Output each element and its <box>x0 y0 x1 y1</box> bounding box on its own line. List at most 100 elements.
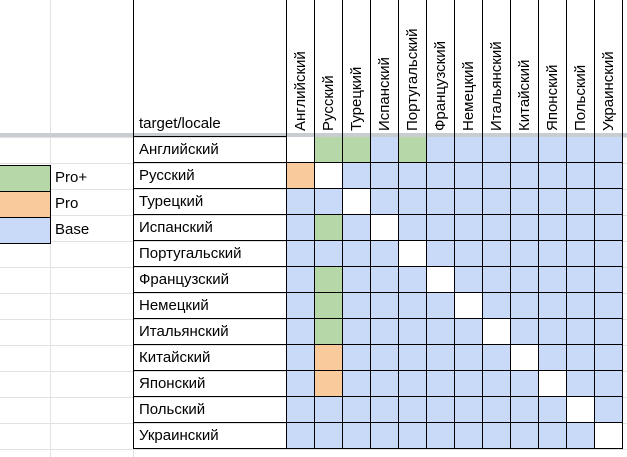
matrix-cell-base[interactable] <box>399 293 427 319</box>
matrix-cell-base[interactable] <box>287 319 315 345</box>
matrix-cell-pro-plus[interactable] <box>315 137 343 163</box>
matrix-cell-base[interactable] <box>287 371 315 397</box>
matrix-cell-base[interactable] <box>455 241 483 267</box>
matrix-cell-base[interactable] <box>539 241 567 267</box>
matrix-cell-base[interactable] <box>539 215 567 241</box>
matrix-cell-base[interactable] <box>287 267 315 293</box>
matrix-cell-base[interactable] <box>455 267 483 293</box>
row-label[interactable]: Украинский <box>133 423 287 449</box>
matrix-cell-base[interactable] <box>427 371 455 397</box>
matrix-cell-base[interactable] <box>511 423 539 449</box>
matrix-cell-base[interactable] <box>399 215 427 241</box>
matrix-cell-base[interactable] <box>287 423 315 449</box>
legend-label[interactable]: Base <box>55 221 90 238</box>
matrix-cell-base[interactable] <box>371 345 399 371</box>
column-header[interactable]: Немецкий <box>455 0 483 137</box>
matrix-cell-base[interactable] <box>511 293 539 319</box>
row-label[interactable]: Японский <box>133 371 287 397</box>
matrix-cell-base[interactable] <box>399 423 427 449</box>
matrix-cell-base[interactable] <box>539 293 567 319</box>
matrix-cell-base[interactable] <box>455 423 483 449</box>
matrix-cell-base[interactable] <box>483 371 511 397</box>
matrix-cell-base[interactable] <box>371 293 399 319</box>
matrix-cell-base[interactable] <box>343 215 371 241</box>
matrix-cell-base[interactable] <box>595 189 623 215</box>
matrix-cell-base[interactable] <box>595 215 623 241</box>
matrix-cell-none[interactable] <box>511 345 539 371</box>
matrix-cell-base[interactable] <box>511 215 539 241</box>
matrix-cell-base[interactable] <box>287 397 315 423</box>
matrix-cell-pro[interactable] <box>315 345 343 371</box>
matrix-cell-base[interactable] <box>595 293 623 319</box>
matrix-cell-base[interactable] <box>427 215 455 241</box>
matrix-cell-base[interactable] <box>427 345 455 371</box>
matrix-cell-base[interactable] <box>567 215 595 241</box>
matrix-cell-base[interactable] <box>315 241 343 267</box>
matrix-cell-base[interactable] <box>539 423 567 449</box>
row-label[interactable]: Французский <box>133 267 287 293</box>
matrix-cell-base[interactable] <box>595 319 623 345</box>
matrix-cell-base[interactable] <box>483 241 511 267</box>
row-label[interactable]: Английский <box>133 137 287 163</box>
legend-swatch-pro[interactable] <box>0 191 51 218</box>
column-header[interactable]: Японский <box>539 0 567 137</box>
matrix-cell-base[interactable] <box>483 397 511 423</box>
matrix-cell-base[interactable] <box>511 163 539 189</box>
matrix-cell-base[interactable] <box>567 241 595 267</box>
matrix-cell-base[interactable] <box>427 241 455 267</box>
row-label[interactable]: Турецкий <box>133 189 287 215</box>
matrix-cell-none[interactable] <box>427 267 455 293</box>
matrix-cell-base[interactable] <box>455 397 483 423</box>
matrix-cell-base[interactable] <box>315 189 343 215</box>
matrix-cell-base[interactable] <box>287 345 315 371</box>
matrix-cell-pro[interactable] <box>287 163 315 189</box>
matrix-cell-base[interactable] <box>567 371 595 397</box>
column-header[interactable]: Украинский <box>595 0 623 137</box>
matrix-cell-base[interactable] <box>483 189 511 215</box>
row-label[interactable]: Итальянский <box>133 319 287 345</box>
matrix-cell-base[interactable] <box>371 189 399 215</box>
matrix-cell-base[interactable] <box>511 267 539 293</box>
matrix-cell-base[interactable] <box>427 163 455 189</box>
matrix-cell-base[interactable] <box>455 345 483 371</box>
matrix-cell-base[interactable] <box>427 189 455 215</box>
matrix-cell-base[interactable] <box>483 345 511 371</box>
row-label[interactable]: Русский <box>133 163 287 189</box>
matrix-cell-none[interactable] <box>315 163 343 189</box>
column-header[interactable]: Португальский <box>399 0 427 137</box>
row-label[interactable]: Китайский <box>133 345 287 371</box>
matrix-cell-base[interactable] <box>511 319 539 345</box>
matrix-cell-base[interactable] <box>455 189 483 215</box>
matrix-cell-base[interactable] <box>483 267 511 293</box>
matrix-cell-base[interactable] <box>399 345 427 371</box>
matrix-cell-base[interactable] <box>371 423 399 449</box>
matrix-cell-base[interactable] <box>343 241 371 267</box>
matrix-cell-base[interactable] <box>287 293 315 319</box>
matrix-cell-base[interactable] <box>343 423 371 449</box>
matrix-cell-base[interactable] <box>511 137 539 163</box>
matrix-cell-base[interactable] <box>483 423 511 449</box>
column-header[interactable]: Испанский <box>371 0 399 137</box>
legend-label[interactable]: Pro+ <box>55 169 88 186</box>
matrix-cell-none[interactable] <box>343 189 371 215</box>
matrix-cell-base[interactable] <box>371 267 399 293</box>
matrix-cell-pro-plus[interactable] <box>315 319 343 345</box>
matrix-cell-pro-plus[interactable] <box>399 137 427 163</box>
matrix-cell-base[interactable] <box>315 397 343 423</box>
corner-header-cell[interactable]: target/locale <box>133 0 287 137</box>
matrix-cell-base[interactable] <box>343 397 371 423</box>
matrix-cell-base[interactable] <box>455 163 483 189</box>
column-header[interactable]: Английский <box>287 0 315 137</box>
matrix-cell-base[interactable] <box>483 293 511 319</box>
matrix-cell-base[interactable] <box>455 137 483 163</box>
matrix-cell-base[interactable] <box>483 163 511 189</box>
legend-label[interactable]: Pro <box>55 195 79 212</box>
matrix-cell-base[interactable] <box>399 267 427 293</box>
frozen-rows-divider[interactable] <box>0 133 627 137</box>
matrix-cell-base[interactable] <box>595 267 623 293</box>
matrix-cell-pro[interactable] <box>315 371 343 397</box>
matrix-cell-base[interactable] <box>427 137 455 163</box>
matrix-cell-base[interactable] <box>567 293 595 319</box>
matrix-cell-base[interactable] <box>427 397 455 423</box>
matrix-cell-base[interactable] <box>343 319 371 345</box>
